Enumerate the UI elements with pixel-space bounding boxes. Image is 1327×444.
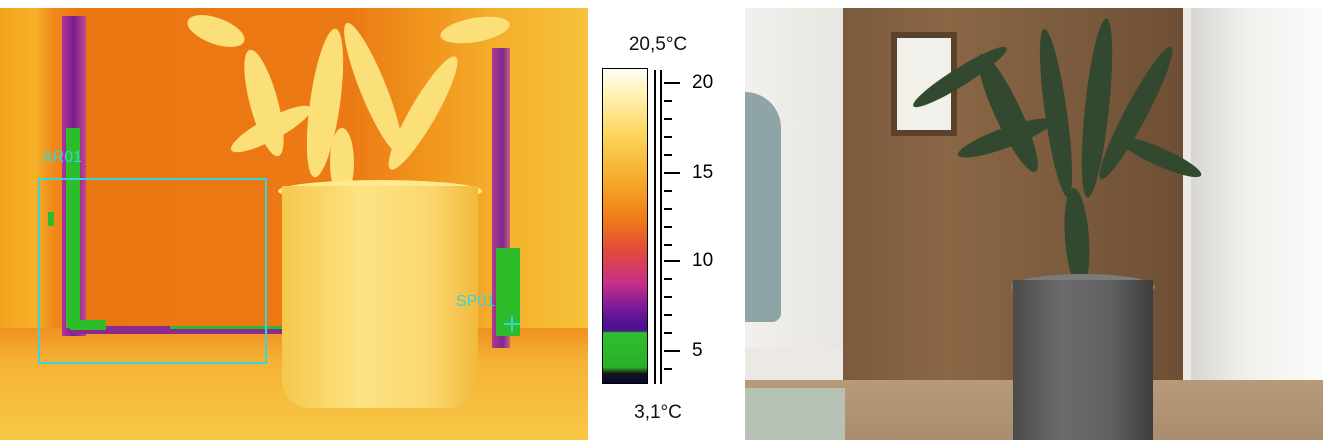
scale-tick-minor xyxy=(664,314,672,316)
scale-tick-major xyxy=(664,82,680,84)
scale-tick-label: 15 xyxy=(692,162,714,183)
scale-axis-line xyxy=(660,70,662,384)
scale-tick-minor xyxy=(664,100,672,102)
scale-tick-label: 5 xyxy=(692,340,703,361)
scale-tick-minor xyxy=(664,278,672,280)
thermal-plant-leaf xyxy=(183,8,249,54)
roi-area-label: AR01 xyxy=(42,149,83,166)
scale-tick-major xyxy=(664,350,680,352)
scale-tick-minor xyxy=(664,244,672,246)
scale-tick-minor xyxy=(664,226,672,228)
roi-area-box[interactable] xyxy=(38,178,267,364)
scale-axis-line xyxy=(654,70,656,384)
scale-tick-minor xyxy=(664,190,672,192)
scale-tick-minor xyxy=(664,332,672,334)
spot-marker-icon[interactable] xyxy=(504,316,520,332)
scale-tick-minor xyxy=(664,208,672,210)
cold-region-right xyxy=(496,248,520,336)
thermal-floor-edge xyxy=(72,326,286,334)
scale-tick-minor xyxy=(664,136,672,138)
photo-pot xyxy=(1013,280,1153,440)
visible-photo xyxy=(745,8,1323,440)
scale-min-label: 3,1°C xyxy=(634,402,682,423)
scale-tick-major xyxy=(664,172,680,174)
thermal-pot xyxy=(282,186,478,408)
thermal-image: AR01 SP01 xyxy=(0,8,588,440)
photo-rug xyxy=(745,388,845,440)
scale-tick-major xyxy=(664,260,680,262)
temperature-scale: 20,5°C 20 15 10 5 3,1°C xyxy=(588,8,740,440)
thermal-plant-leaf xyxy=(438,12,512,48)
scale-tick-minor xyxy=(664,154,672,156)
spot-label: SP01 xyxy=(456,293,496,310)
scale-tick-label: 10 xyxy=(692,250,714,271)
cold-region-floor-trace xyxy=(170,326,282,329)
scale-tick-minor xyxy=(664,368,672,370)
scale-tick-label: 20 xyxy=(692,72,714,93)
photo-person-edge xyxy=(745,92,781,322)
scale-tick-minor xyxy=(664,118,672,120)
cold-region-left-base xyxy=(70,320,106,330)
color-bar xyxy=(602,68,648,384)
scale-max-label: 20,5°C xyxy=(628,34,688,55)
photo-right-wall xyxy=(1191,8,1323,440)
scale-tick-minor xyxy=(664,296,672,298)
cold-region-speck xyxy=(48,212,54,226)
